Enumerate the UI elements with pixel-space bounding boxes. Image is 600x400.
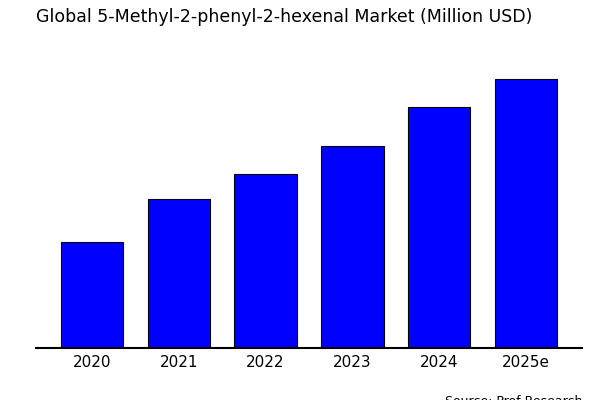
Text: Global 5-Methyl-2-phenyl-2-hexenal Market (Million USD): Global 5-Methyl-2-phenyl-2-hexenal Marke… [36,8,532,26]
Text: Source: Prof Research: Source: Prof Research [445,395,582,400]
Bar [495,78,557,348]
Bar [235,174,297,348]
Bar [61,242,123,348]
Bar [148,199,210,348]
Bar [321,146,383,348]
Bar [408,107,470,348]
